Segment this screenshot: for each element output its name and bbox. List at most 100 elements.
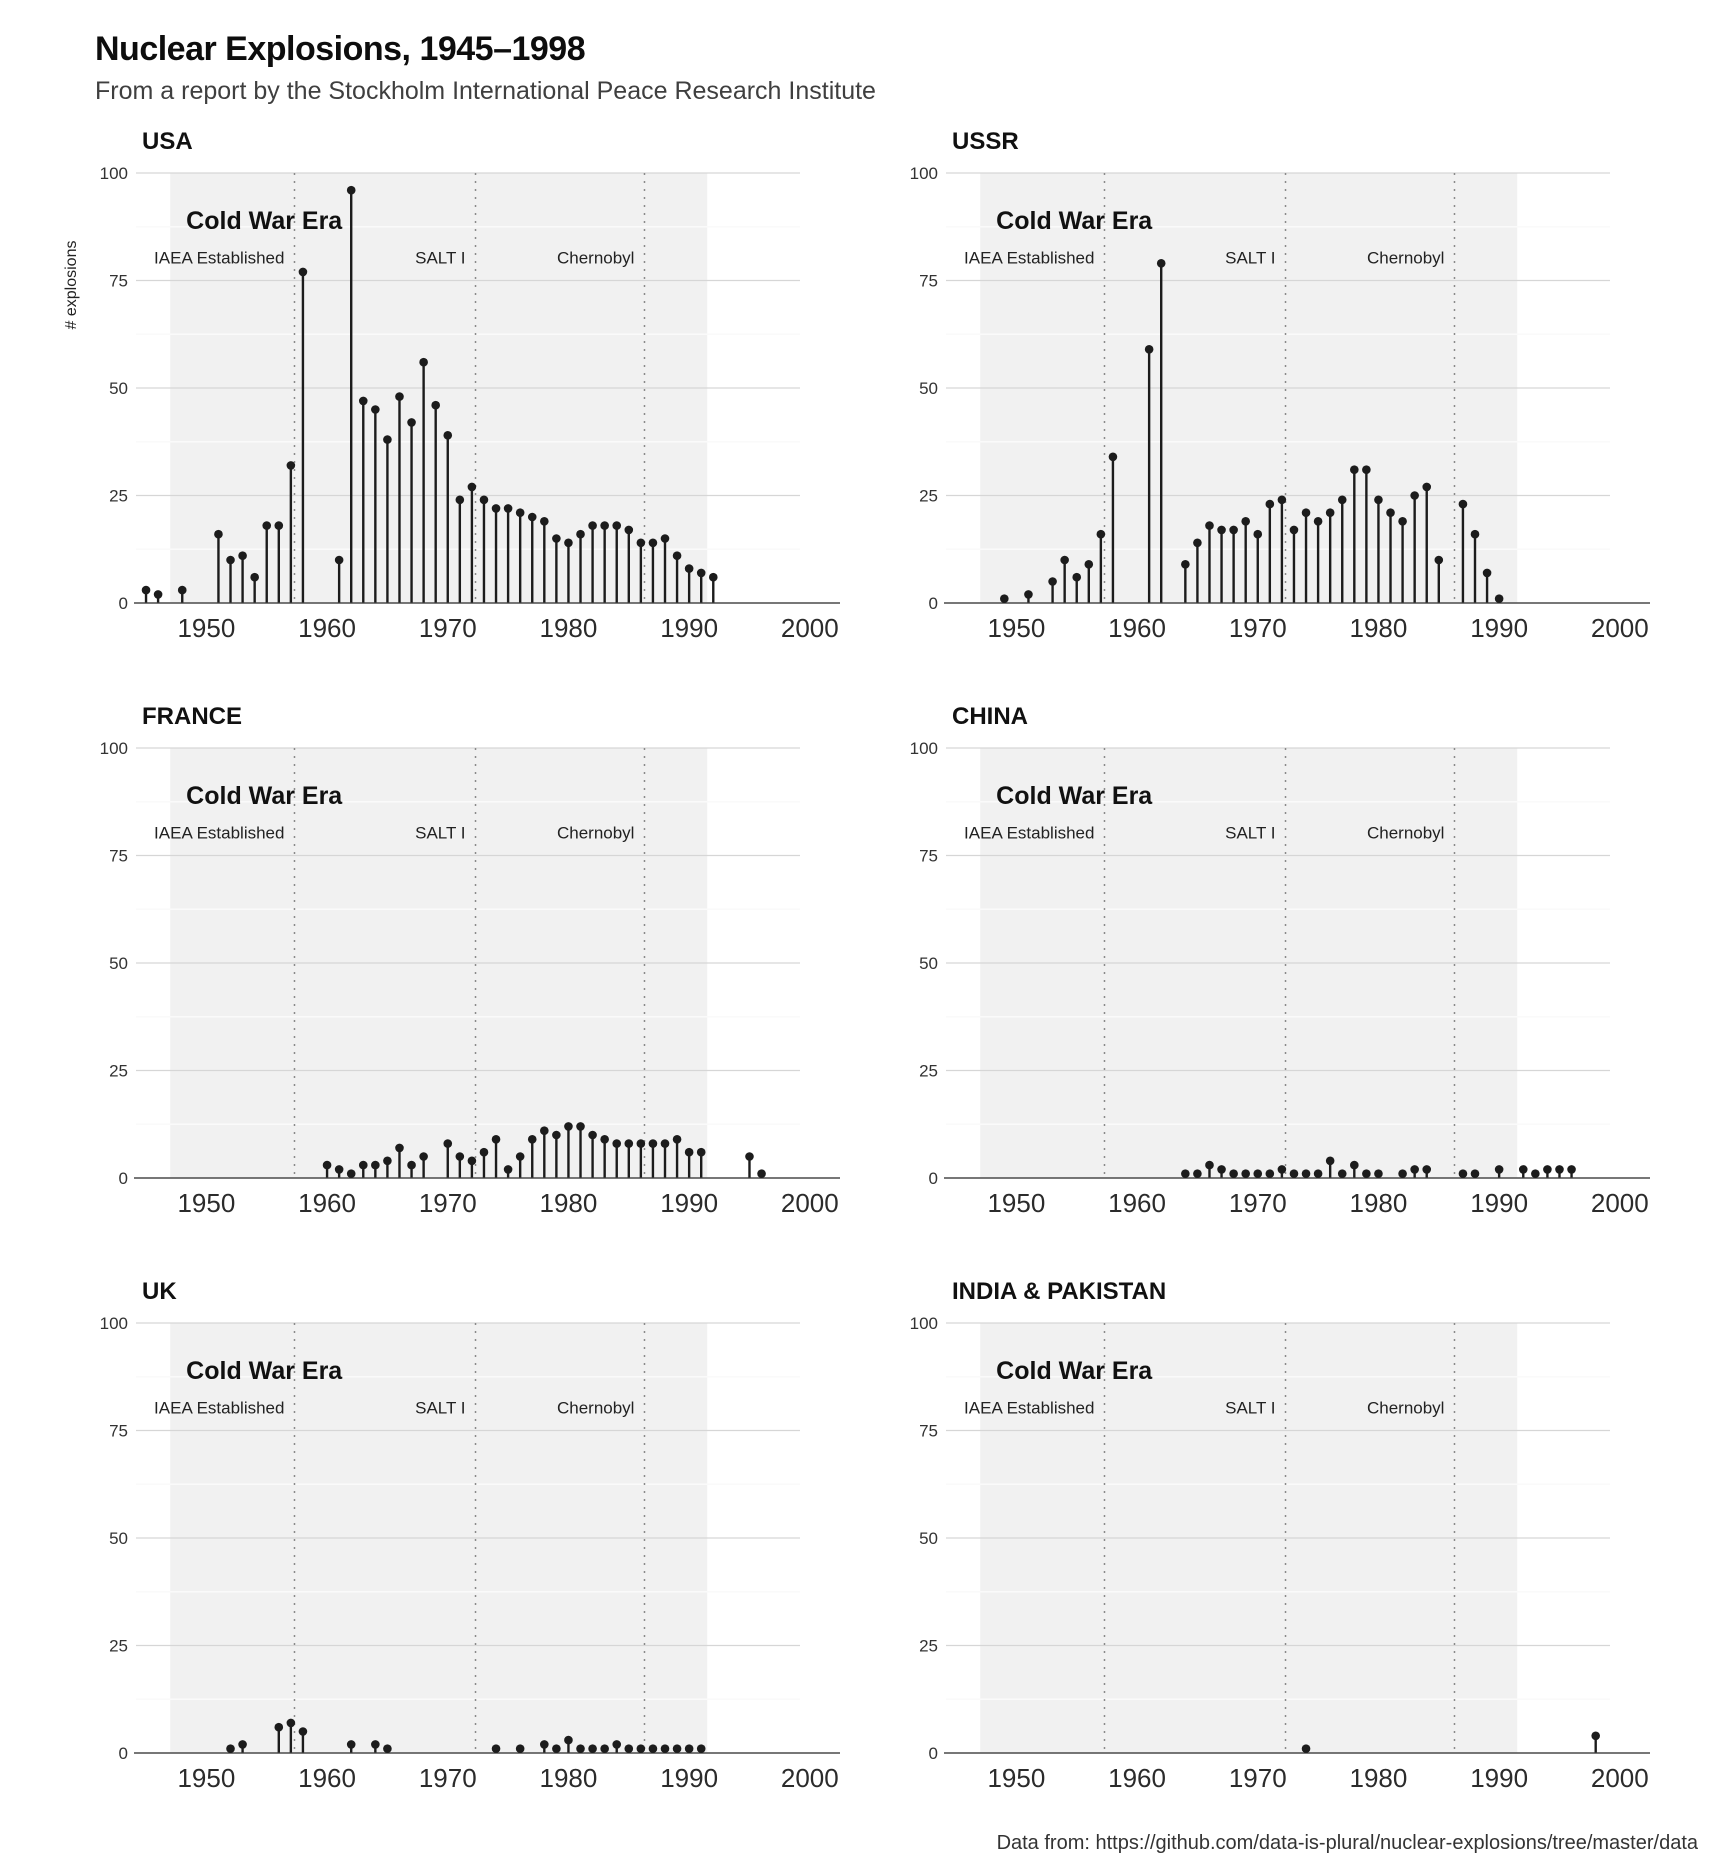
lollipop-dot (1422, 482, 1432, 492)
lollipop-dot (467, 482, 477, 492)
event-label: IAEA Established (964, 1398, 1094, 1417)
event-label: IAEA Established (154, 248, 284, 267)
panel-svg-uk: IAEA Established SALT I Chernobyl Cold War … (100, 1278, 840, 1793)
event-label: Chernobyl (557, 248, 635, 267)
y-tick-label: 100 (910, 1314, 938, 1333)
lollipop (1531, 1169, 1540, 1178)
lollipop (660, 1744, 670, 1753)
y-axis-label: # explosions (63, 241, 80, 330)
x-tick-label: 1990 (660, 1188, 718, 1218)
cold-war-era-label: Cold War Era (996, 207, 1153, 235)
lollipop-dot (1265, 1169, 1275, 1178)
y-tick-label: 0 (929, 1169, 938, 1188)
lollipop-dot (298, 1727, 308, 1736)
lollipop-dot (1555, 1165, 1564, 1174)
lollipop-dot (684, 564, 694, 573)
lollipop-dot (672, 551, 682, 560)
lollipop (1265, 1169, 1275, 1178)
lollipop (226, 555, 235, 603)
lollipop (600, 1135, 609, 1178)
lollipop-dot (1410, 491, 1419, 500)
panel-title: CHINA (952, 703, 1028, 730)
lollipop-dot (624, 1139, 634, 1148)
y-tick-label: 25 (919, 1062, 938, 1081)
lollipop (515, 1152, 525, 1178)
lollipop (455, 495, 465, 603)
cold-war-era-label: Cold War Era (186, 1357, 343, 1385)
lollipop (660, 1139, 670, 1178)
lollipop-dot (1494, 594, 1504, 603)
x-tick-label: 2000 (1591, 1763, 1649, 1793)
lollipop (1494, 594, 1504, 603)
lollipop-dot (757, 1169, 766, 1178)
lollipop (612, 521, 622, 603)
y-tick-label: 100 (100, 1314, 128, 1333)
lollipop (141, 585, 151, 603)
lollipop (552, 534, 561, 603)
lollipop (648, 538, 658, 603)
lollipop-dot (1265, 499, 1275, 509)
lollipop-dot (467, 1156, 477, 1166)
page-subtitle: From a report by the Stockholm Internati… (95, 77, 876, 105)
lollipop (346, 1169, 356, 1178)
lollipop-dot (1350, 465, 1359, 475)
lollipop-dot (636, 538, 646, 548)
lollipop (696, 568, 706, 603)
lollipop-dot (455, 495, 465, 505)
lollipop (1350, 1160, 1359, 1178)
lollipop (1325, 508, 1335, 603)
lollipop (286, 461, 296, 603)
lollipop (1337, 495, 1347, 603)
event-label: IAEA Established (964, 823, 1094, 842)
lollipop (1181, 1169, 1190, 1178)
lollipop-dot (527, 1135, 537, 1144)
lollipop-dot (672, 1135, 682, 1144)
lollipop (612, 1740, 622, 1753)
lollipop (1422, 1165, 1432, 1178)
lollipop-dot (274, 1722, 284, 1732)
lollipop (636, 538, 646, 603)
x-tick-label: 1960 (298, 1188, 356, 1218)
lollipop-dot (552, 1130, 561, 1140)
event-label: Chernobyl (557, 1398, 635, 1417)
lollipop (419, 1152, 428, 1178)
lollipop-dot (383, 1156, 392, 1166)
lollipop (1301, 1169, 1311, 1178)
lollipop (1458, 499, 1468, 603)
lollipop (431, 400, 440, 603)
lollipop (1386, 508, 1395, 603)
lollipop (1313, 1169, 1323, 1178)
y-tick-label: 75 (919, 847, 938, 866)
lollipop (588, 1130, 597, 1178)
lollipop-dot (1241, 1169, 1250, 1178)
lollipop-dot (1072, 572, 1082, 582)
lollipop-dot (1470, 1169, 1480, 1178)
y-tick-label: 25 (919, 487, 938, 506)
lollipop-dot (648, 1139, 658, 1148)
lollipop-dot (696, 568, 706, 578)
lollipop (503, 504, 513, 603)
lollipop-dot (527, 512, 537, 522)
lollipop-dot (696, 1744, 706, 1753)
lollipop-dot (491, 1135, 501, 1144)
lollipop-dot (407, 1160, 416, 1170)
y-tick-label: 100 (910, 739, 938, 758)
lollipop (1470, 1169, 1480, 1178)
panel-china: IAEA Established SALT I Chernobyl Cold War … (870, 690, 1680, 1240)
lollipop-dot (1253, 1169, 1263, 1178)
y-tick-label: 0 (119, 1744, 128, 1763)
lollipop-dot (153, 590, 163, 599)
lollipop-dot (431, 400, 440, 410)
lollipop (371, 1740, 380, 1753)
event-label: Chernobyl (1367, 823, 1445, 842)
lollipop-dot (696, 1147, 706, 1157)
lollipop (455, 1152, 465, 1178)
lollipop-dot (672, 1744, 682, 1753)
lollipop-dot (1567, 1165, 1576, 1174)
lollipop-dot (407, 418, 416, 427)
lollipop (383, 1744, 392, 1753)
lollipop-dot (1193, 1169, 1202, 1178)
lollipop-dot (564, 538, 573, 548)
lollipop-dot (1048, 577, 1057, 586)
lollipop-dot (1374, 1169, 1383, 1178)
